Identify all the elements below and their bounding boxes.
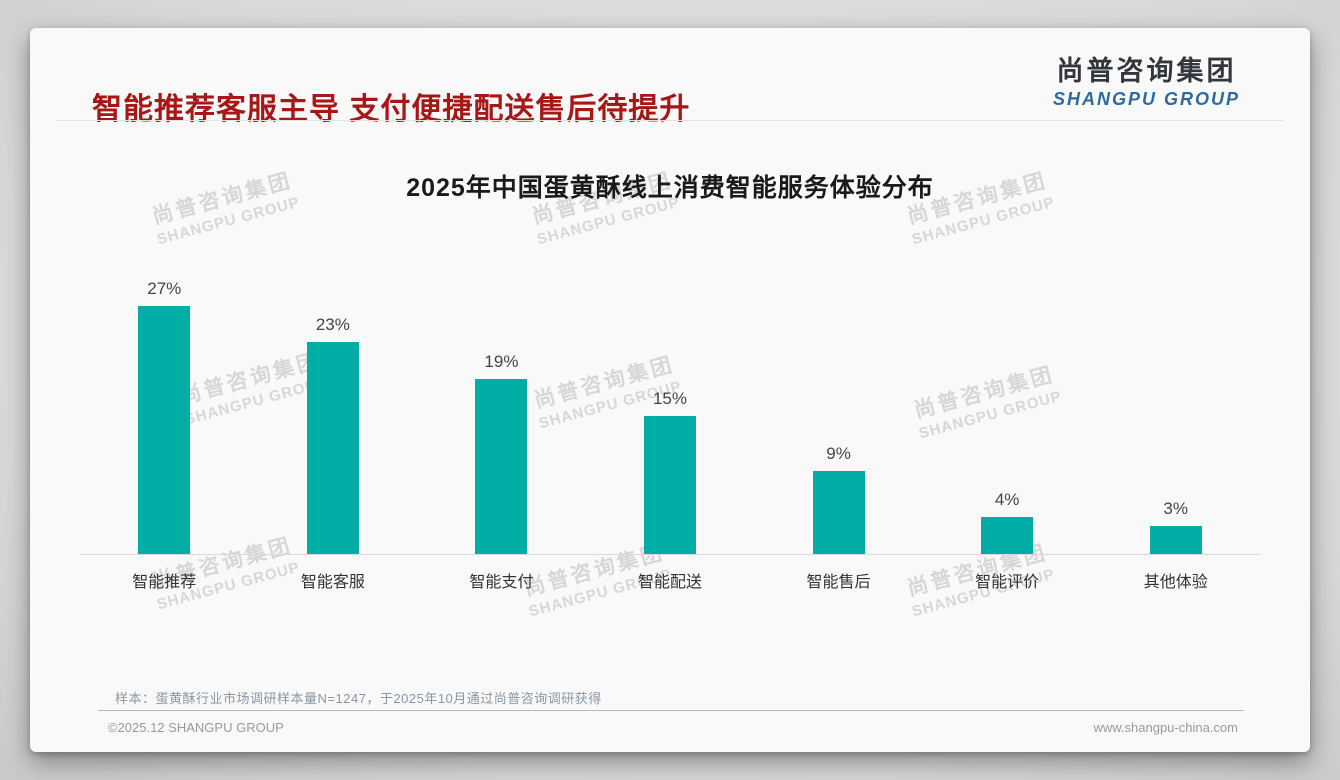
logo-cn-text: 尚普咨询集团 <box>1056 56 1237 86</box>
bar-category-label: 智能推荐 <box>132 574 197 591</box>
bar-value-label: 4% <box>994 490 1020 510</box>
slide-card: 尚普咨询集团 SHANGPU GROUP 尚普咨询集团 SHANGPU GROUP 尚普… <box>30 28 1310 752</box>
bar-value-label: 23% <box>315 315 350 335</box>
bar-category-label: 智能客服 <box>300 574 365 591</box>
bar-category-label: 智能支付 <box>469 574 534 591</box>
logo-en-text: SHANGPU GROUP <box>1052 89 1240 109</box>
bar <box>812 471 865 554</box>
bar-group: 19% 智能支付 <box>417 352 586 591</box>
bar-group: 15% 智能配送 <box>586 389 755 591</box>
bar <box>475 379 528 554</box>
bar-category-label: 智能配送 <box>637 574 702 591</box>
bar-category-label: 其他体验 <box>1143 574 1208 591</box>
bar-category-label: 智能评价 <box>975 574 1040 591</box>
bar-group: 27% 智能推荐 <box>80 278 249 591</box>
company-logo: 尚普咨询集团 SHANGPU GROUP <box>1053 54 1240 110</box>
bar-value-label: 27% <box>147 278 182 298</box>
bar-group: 3% 其他体验 <box>1091 499 1260 591</box>
bar-group: 4% 智能评价 <box>923 490 1092 591</box>
bar-plot: 27% 智能推荐 23% 智能客服 19% 智能支付 15% 智能配送 9% 智能售后 4% 智能评价… <box>80 278 1260 591</box>
bar-value-label: 9% <box>826 444 851 464</box>
website-text: www.shangpu-china.com <box>1093 720 1238 735</box>
content-layer: 智能推荐客服主导 支付便捷配送售后待提升 尚普咨询集团 SHANGPU GROU… <box>30 28 1310 752</box>
sample-note: 样本：蛋黄酥行业市场调研样本量N=1247，于2025年10月通过尚普咨询调研获… <box>115 691 602 706</box>
chart-title: 2025年中国蛋黄酥线上消费智能服务体验分布 <box>406 174 934 202</box>
bar <box>1149 526 1202 554</box>
copyright-text: ©2025.12 SHANGPU GROUP <box>108 720 284 735</box>
bar-group: 9% 智能售后 <box>754 444 923 591</box>
bar-category-label: 智能售后 <box>806 574 871 591</box>
footer-divider <box>98 710 1244 711</box>
bar <box>306 342 359 554</box>
bar-value-label: 3% <box>1163 499 1188 519</box>
bar <box>138 305 191 554</box>
bar-value-label: 19% <box>484 352 519 372</box>
header-divider <box>56 120 1284 121</box>
bar-value-label: 15% <box>652 389 687 408</box>
page-title: 智能推荐客服主导 支付便捷配送售后待提升 <box>92 93 691 126</box>
bar <box>981 517 1034 554</box>
bar <box>643 416 696 554</box>
bar-group: 23% 智能客服 <box>249 315 418 591</box>
